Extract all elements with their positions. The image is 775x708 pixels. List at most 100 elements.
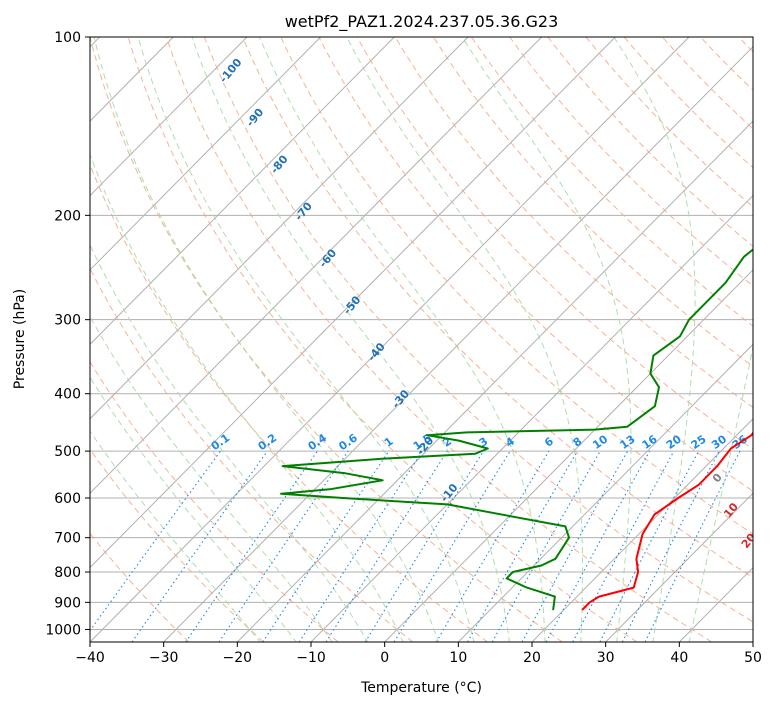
isotherm-line bbox=[384, 269, 753, 642]
x-tick-label: 30 bbox=[597, 650, 615, 666]
x-tick-label: 50 bbox=[744, 650, 762, 666]
mixing-ratio-label: 0.4 bbox=[306, 431, 330, 453]
dry-adiabat-line bbox=[90, 267, 414, 642]
moist-adiabat-line bbox=[90, 376, 297, 642]
y-tick-label: 800 bbox=[54, 565, 81, 581]
dry-adiabat-line bbox=[623, 37, 753, 169]
dry-adiabat-line bbox=[356, 37, 753, 450]
isotherm-line bbox=[457, 343, 753, 642]
mixing-ratio-label: 16 bbox=[640, 432, 660, 452]
background-lines bbox=[90, 37, 753, 642]
moist-adiabat-line bbox=[259, 37, 546, 642]
isotherm-line bbox=[163, 46, 753, 642]
mixing-ratio-line bbox=[185, 450, 318, 642]
mixing-ratio-label: 0.6 bbox=[336, 431, 360, 453]
dry-adiabat-label: -30 bbox=[389, 387, 412, 411]
dry-adiabat-line bbox=[432, 37, 753, 368]
isopleth-labels: 0.1 0.2 0.4 0.6 1 1.5 2 3 4 6 8 10 13 16 20 25 30 36-100-… bbox=[209, 56, 759, 551]
mixing-ratio-label: 20 bbox=[664, 432, 684, 452]
mixing-ratio-line bbox=[572, 450, 675, 642]
temperature-profile-line bbox=[581, 431, 753, 611]
isotherm-line bbox=[90, 37, 469, 420]
mixing-ratio-line bbox=[545, 450, 651, 642]
moist-adiabat-line bbox=[137, 37, 475, 642]
moist-adiabat-line bbox=[90, 430, 261, 642]
isotherm-line bbox=[90, 37, 690, 642]
moist-adiabat-line bbox=[90, 152, 404, 642]
dry-adiabat-line bbox=[318, 37, 753, 492]
dry-adiabat-label: -50 bbox=[341, 293, 364, 317]
isotherm-line bbox=[605, 492, 753, 642]
x-tick-label: −10 bbox=[296, 650, 326, 666]
mixing-ratio-line bbox=[364, 450, 484, 642]
dewpoint-profile-line bbox=[280, 248, 753, 611]
y-tick-label: 400 bbox=[54, 387, 81, 403]
isotherm-line bbox=[90, 37, 542, 494]
y-tick-label: 200 bbox=[54, 208, 81, 224]
dry-adiabat-line bbox=[509, 37, 753, 287]
mixing-ratio-label: 1 bbox=[382, 435, 396, 450]
moist-adiabat-line bbox=[90, 243, 369, 642]
isotherm-line bbox=[531, 418, 753, 642]
mixing-ratio-label: 0.1 bbox=[209, 431, 232, 453]
dry-adiabat-line bbox=[471, 37, 753, 327]
y-tick-label: 100 bbox=[54, 30, 81, 46]
dry-adiabat-line bbox=[280, 37, 753, 535]
x-axis-label: Temperature (°C) bbox=[360, 680, 482, 696]
mixing-ratio-label: 13 bbox=[618, 433, 638, 452]
chart-title: wetPf2_PAZ1.2024.237.05.36.G23 bbox=[285, 12, 559, 32]
x-tick-label: −30 bbox=[149, 650, 179, 666]
mixing-ratio-line bbox=[491, 450, 601, 642]
y-tick-label: 300 bbox=[54, 313, 81, 329]
dry-adiabat-line bbox=[90, 448, 264, 642]
y-axis-label: Pressure (hPa) bbox=[12, 289, 28, 389]
dry-adiabat-label: 20 bbox=[739, 531, 759, 551]
plot-frame bbox=[89, 36, 754, 643]
dry-adiabat-line bbox=[203, 37, 753, 623]
isotherm-line bbox=[678, 566, 753, 642]
y-tick-label: 700 bbox=[54, 531, 81, 547]
x-tick-label: −40 bbox=[75, 650, 105, 666]
y-tick-label: 600 bbox=[54, 491, 81, 507]
dry-adiabat-line bbox=[738, 37, 753, 53]
dry-adiabat-line bbox=[90, 163, 488, 642]
moist-adiabat-line bbox=[613, 37, 696, 642]
moist-adiabat-line bbox=[93, 37, 440, 642]
mixing-ratio-line bbox=[599, 450, 700, 642]
x-tick-label: 0 bbox=[380, 650, 389, 666]
x-tick-label: 40 bbox=[670, 650, 688, 666]
y-tick-label: 500 bbox=[54, 444, 81, 460]
dry-adiabat-label: -90 bbox=[244, 106, 267, 130]
mixing-ratio-line bbox=[393, 450, 511, 642]
mixing-ratio-line bbox=[644, 450, 741, 642]
dry-adiabat-label: 0 bbox=[710, 471, 725, 485]
mixing-ratio-line bbox=[521, 450, 629, 642]
mixing-ratio-line bbox=[131, 450, 268, 642]
y-tick-label: 1000 bbox=[45, 622, 81, 638]
mixing-ratio-label: 30 bbox=[709, 432, 729, 452]
mixing-ratio-line bbox=[218, 450, 349, 642]
dry-adiabat-line bbox=[661, 37, 753, 130]
isotherm-line bbox=[90, 37, 248, 197]
x-tick-label: 10 bbox=[449, 650, 467, 666]
mixing-ratio-line bbox=[298, 450, 423, 642]
isotherm-line bbox=[236, 120, 753, 642]
dry-adiabat-line bbox=[127, 37, 638, 642]
moist-adiabat-line bbox=[461, 37, 632, 642]
isotherm-line bbox=[752, 641, 753, 642]
dry-adiabat-label: 10 bbox=[721, 500, 741, 520]
dry-adiabat-line bbox=[394, 37, 753, 409]
mixing-ratio-line bbox=[435, 450, 550, 642]
x-tick-label: 20 bbox=[523, 650, 541, 666]
mixing-ratio-line bbox=[325, 450, 448, 642]
mixing-ratio-label: 6 bbox=[542, 435, 556, 450]
isotherm-line bbox=[90, 37, 616, 569]
moist-adiabat-line bbox=[688, 344, 753, 642]
mixing-ratio-label: 10 bbox=[590, 432, 610, 452]
moist-adiabat-line bbox=[90, 315, 333, 642]
dry-adiabat-line bbox=[165, 37, 712, 642]
dry-adiabat-line bbox=[90, 37, 563, 642]
x-tick-label: −20 bbox=[223, 650, 253, 666]
dry-adiabat-line bbox=[242, 37, 753, 579]
mixing-ratio-line bbox=[262, 450, 390, 642]
